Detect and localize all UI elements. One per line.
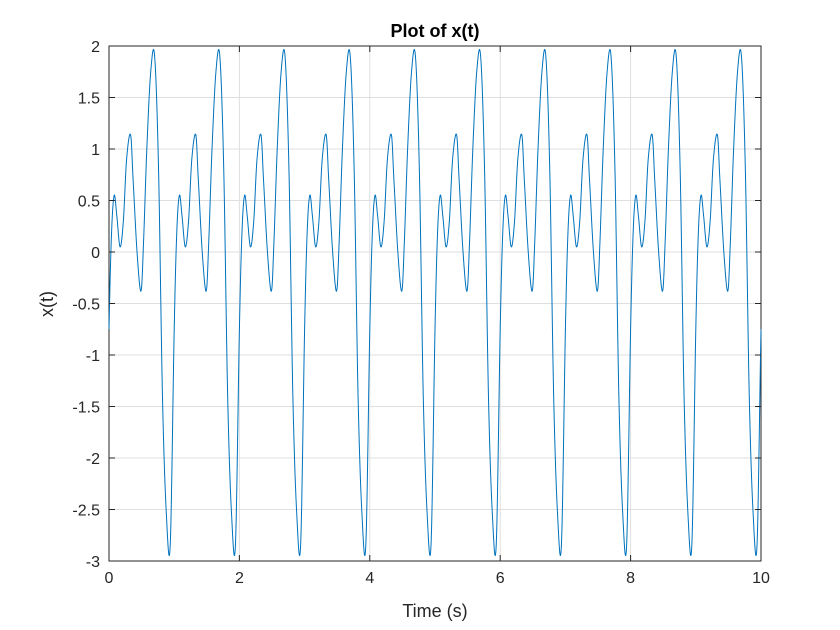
ticks: 0 2 4 6 8 10 -3 -2.5 -2 -1.5 -1 -0.5 0 0.5 1 1.5 2 — [72, 39, 770, 587]
x-tick-label: 8 — [626, 570, 635, 587]
y-tick-label: 0 — [91, 245, 100, 262]
y-tick-label: -1.5 — [72, 400, 100, 417]
y-tick-label: 1.5 — [78, 91, 100, 108]
x-tick-label: 0 — [105, 570, 114, 587]
y-tick-label: -3 — [86, 554, 100, 571]
x-tick-label: 2 — [235, 570, 244, 587]
y-tick-label: 1 — [91, 142, 100, 159]
y-tick-label: -0.5 — [72, 297, 100, 314]
y-tick-label: 2 — [91, 39, 100, 56]
x-axis-label: Time (s) — [402, 601, 467, 621]
x-tick-label: 10 — [752, 570, 770, 587]
y-tick-label: 0.5 — [78, 194, 100, 211]
y-axis-label: x(t) — [37, 291, 57, 317]
y-tick-label: -2 — [86, 451, 100, 468]
grid — [108, 45, 762, 562]
x-tick-label: 6 — [496, 570, 505, 587]
y-tick-label: -1 — [86, 348, 100, 365]
chart-title: Plot of x(t) — [391, 21, 480, 41]
x-tick-label: 4 — [365, 570, 374, 587]
series-line — [108, 48, 762, 557]
y-tick-label: -2.5 — [72, 503, 100, 520]
